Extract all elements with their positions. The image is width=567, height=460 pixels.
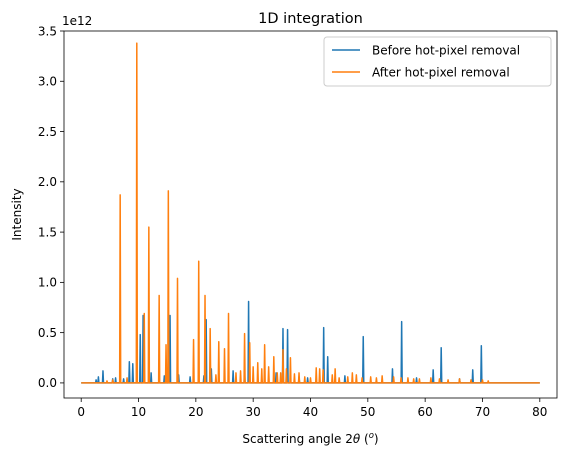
y-tick-label: 0.5 <box>38 326 57 340</box>
y-tick-label: 3.5 <box>38 24 57 38</box>
y-axis-label: Intensity <box>10 188 24 240</box>
plot-area <box>81 42 540 384</box>
legend-label-before: Before hot-pixel removal <box>372 44 520 58</box>
y-tick-label: 1.5 <box>38 225 57 239</box>
x-axis-label: Scattering angle 2θ (o) <box>242 431 378 446</box>
x-tick-label: 20 <box>188 405 203 419</box>
x-tick-label: 80 <box>532 405 547 419</box>
x-axis-label-unit-close: ) <box>374 432 379 446</box>
x-tick-label: 10 <box>131 405 146 419</box>
y-tick-label: 3.0 <box>38 75 57 89</box>
x-axis-label-theta: θ <box>353 432 361 446</box>
x-tick-label: 60 <box>418 405 433 419</box>
y-tick-label: 2.5 <box>38 125 57 139</box>
legend-box <box>323 36 552 87</box>
x-tick-label: 70 <box>475 405 490 419</box>
chart-title: 1D integration <box>258 11 363 27</box>
y-tick-label: 0.0 <box>38 376 57 390</box>
legend-label-after: After hot-pixel removal <box>372 66 510 80</box>
x-axis: 0 10 20 30 40 50 60 70 80 <box>77 398 547 419</box>
series-after-line <box>81 42 540 384</box>
y-tick-label: 2.0 <box>38 175 57 189</box>
y-tick-label: 1.0 <box>38 276 57 290</box>
x-axis-label-unit-sup: o <box>369 431 374 441</box>
x-tick-label: 0 <box>77 405 85 419</box>
series-layer <box>81 42 540 384</box>
y-axis: 0.0 0.5 1.0 1.5 2.0 2.5 3.0 3.5 <box>38 24 64 390</box>
legend: Before hot-pixel removal After hot-pixel… <box>323 36 552 87</box>
x-tick-label: 30 <box>246 405 261 419</box>
x-tick-label: 50 <box>360 405 375 419</box>
x-tick-label: 40 <box>303 405 318 419</box>
x-axis-label-prefix: Scattering angle 2 <box>242 432 352 446</box>
y-offset-text: 1e12 <box>62 14 92 28</box>
x-axis-label-unit-open: ( <box>360 432 369 446</box>
